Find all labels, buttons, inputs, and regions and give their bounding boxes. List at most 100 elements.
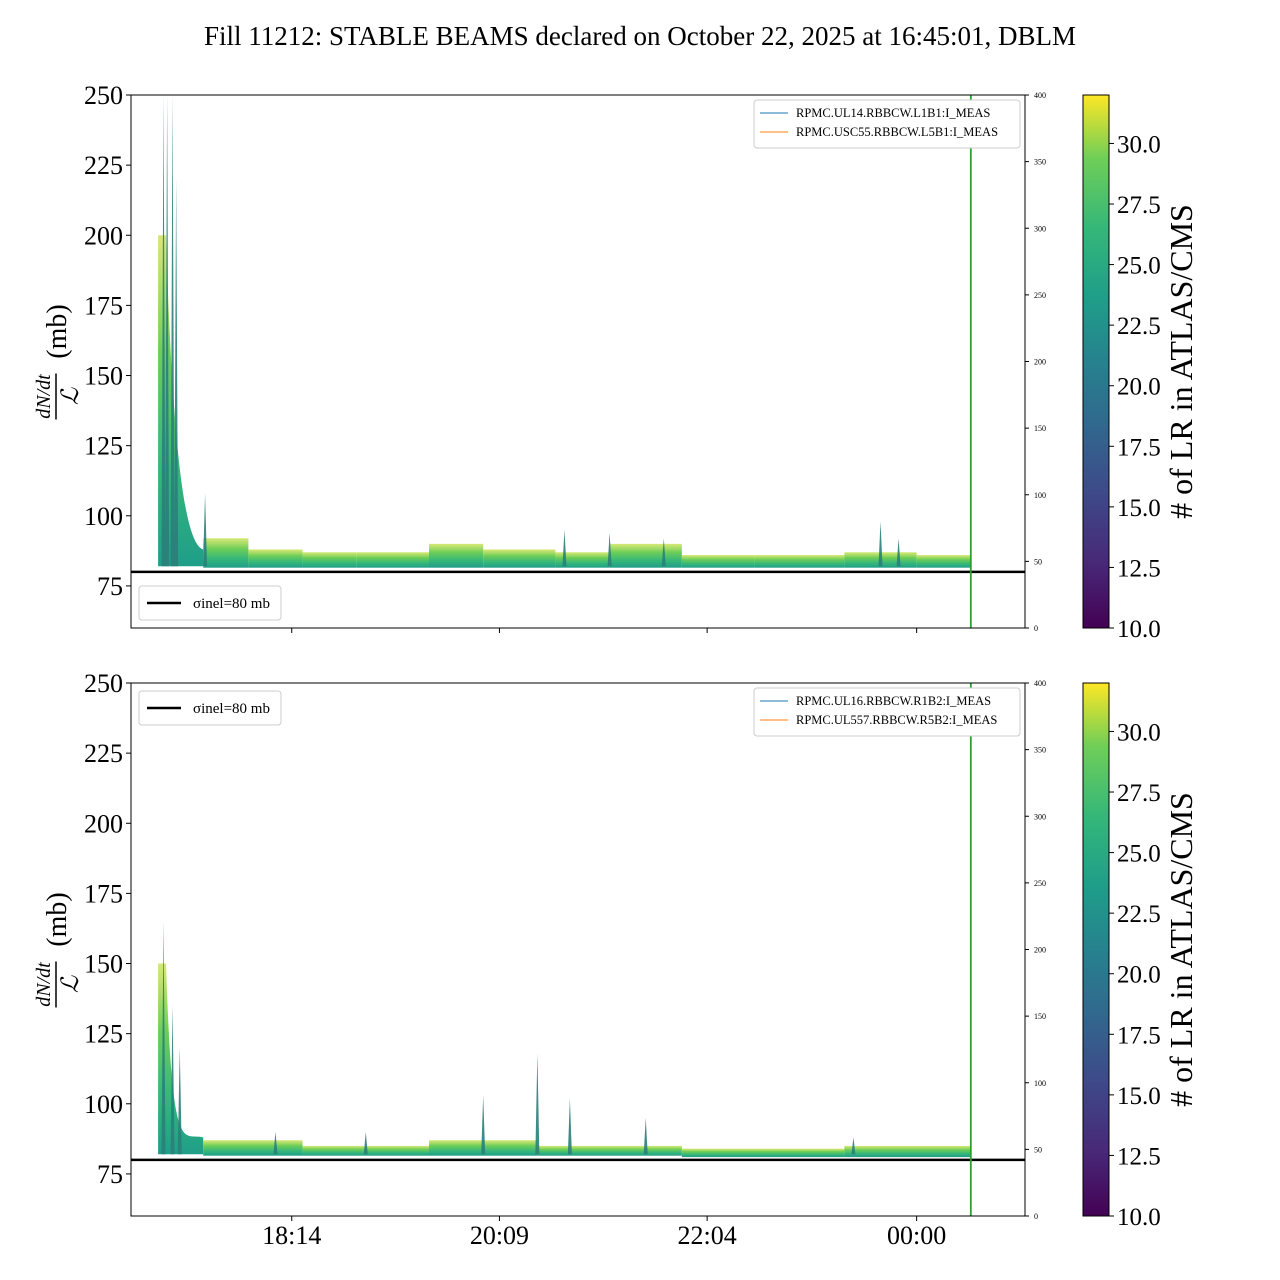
data-spike (481, 1095, 486, 1155)
x-tick-label: 20:09 (470, 1221, 529, 1250)
data-band (158, 235, 204, 567)
y2-tick-label: 100 (1034, 491, 1046, 500)
y-axis-label: dN/dt ℒ (mb) (33, 892, 84, 1008)
data-spike (203, 493, 208, 567)
y-label-numerator: dN/dt (33, 962, 55, 1007)
data-spike (170, 95, 175, 567)
data-spike (535, 1053, 540, 1155)
legend-box (138, 690, 282, 726)
y-tick-label: 125 (84, 1020, 123, 1049)
y2-tick-label: 350 (1034, 746, 1046, 755)
y-tick-label: 250 (84, 669, 123, 698)
x-tick-label: 22:04 (678, 1221, 737, 1250)
y2-tick-label: 250 (1034, 879, 1046, 888)
data-spike (562, 529, 567, 567)
data-spike (165, 95, 170, 567)
y-label-numerator: dN/dt (33, 374, 55, 419)
colorbar-tick-label: 15.0 (1117, 495, 1161, 522)
data-band (158, 963, 204, 1155)
data-spike (177, 1047, 182, 1155)
data-band (844, 1145, 971, 1158)
legend-entry: RPMC.UL16.RBBCW.R1B2:I_MEAS (796, 694, 991, 708)
y2-tick-label: 250 (1034, 291, 1046, 300)
data-spike (661, 538, 666, 567)
colorbar-gradient (1082, 682, 1110, 1217)
y2-tick-label: 0 (1034, 1212, 1038, 1221)
data-spike (363, 1131, 368, 1155)
y-tick-label: 200 (84, 221, 123, 250)
bottom-colorbar: 10.0 12.5 15.0 17.5 20.0 22.5 25.0 27.5 30.0 # of… (1082, 682, 1199, 1231)
top-panel: 75 100 125 150 175 200 225 250 0 50 100 150 200 250 30… (33, 81, 1046, 633)
y-tick-label: 75 (97, 572, 123, 601)
data-spike (607, 532, 612, 567)
y2-tick-label: 50 (1034, 1145, 1042, 1154)
y-label-unit: (mb) (42, 892, 73, 946)
y-axis-label: dN/dt ℒ (mb) (33, 304, 84, 420)
data-spike (878, 521, 883, 567)
y2-tick-label: 100 (1034, 1079, 1046, 1088)
data-band (429, 543, 484, 568)
colorbar-tick-label: 25.0 (1117, 253, 1161, 280)
colorbar-tick-label: 12.5 (1117, 1143, 1161, 1170)
sigma-legend-label: σinel=80 mb (193, 701, 270, 717)
colorbar-tick-label: 22.5 (1117, 901, 1161, 928)
y2-tick-label: 300 (1034, 224, 1046, 233)
data-band (681, 1148, 845, 1158)
y2-tick-label: 300 (1034, 812, 1046, 821)
data-band (754, 555, 845, 568)
y-label-unit: (mb) (42, 304, 73, 358)
y-label-denominator: ℒ (58, 975, 84, 993)
data-band (203, 1140, 303, 1156)
colorbar-gradient (1082, 94, 1110, 629)
colorbar-tick-label: 30.0 (1117, 719, 1161, 746)
data-band (681, 555, 755, 568)
data-band (916, 555, 971, 568)
legend-entry: RPMC.UL14.RBBCW.L1B1:I_MEAS (796, 106, 990, 120)
bottom-panel: 75 100 125 150 175 200 225 250 0 50 100 150 200 250 30… (33, 669, 1046, 1250)
colorbar-tick-label: 27.5 (1117, 780, 1161, 807)
data-band (302, 552, 357, 568)
series-legend: RPMC.UL14.RBBCW.L1B1:I_MEAS RPMC.USC55.RB… (753, 99, 1021, 149)
figure-title: Fill 11212: STABLE BEAMS declared on Oct… (204, 21, 1076, 51)
colorbar-tick-label: 15.0 (1117, 1083, 1161, 1110)
axes-frame (130, 94, 1026, 629)
data-spike (851, 1137, 856, 1155)
legend-box (753, 99, 1021, 149)
data-spike (170, 1005, 175, 1155)
colorbar-tick-label: 25.0 (1117, 841, 1161, 868)
colorbar-tick-label: 17.5 (1117, 434, 1161, 461)
data-band (203, 538, 249, 568)
data-band (483, 549, 556, 568)
y-tick-label: 150 (84, 950, 123, 979)
sigma-legend-label: σinel=80 mb (193, 596, 270, 612)
x-tick-label: 18:14 (262, 1221, 321, 1250)
y2-tick-label: 50 (1034, 557, 1042, 566)
axes-frame (130, 682, 1026, 1217)
data-spike (161, 95, 166, 567)
colorbar-tick-label: 10.0 (1117, 1204, 1161, 1231)
colorbar-tick-label: 20.0 (1117, 962, 1161, 989)
y-tick-label: 225 (84, 739, 123, 768)
y-label-denominator: ℒ (58, 387, 84, 405)
y-tick-label: 175 (84, 291, 123, 320)
y-tick-label: 225 (84, 151, 123, 180)
y2-tick-label: 400 (1034, 679, 1046, 688)
sigma-legend: σinel=80 mb (138, 690, 282, 726)
top-colorbar: 10.0 12.5 15.0 17.5 20.0 22.5 25.0 27.5 30.0 # of… (1082, 94, 1199, 643)
data-spike (896, 538, 901, 567)
data-band (555, 552, 610, 568)
y-tick-label: 75 (97, 1160, 123, 1189)
colorbar-tick-label: 10.0 (1117, 616, 1161, 643)
y2-tick-label: 150 (1034, 1012, 1046, 1021)
data-spike (161, 921, 166, 1155)
y2-tick-label: 0 (1034, 624, 1038, 633)
colorbar-label: # of LR in ATLAS/CMS (1163, 204, 1199, 519)
colorbar-tick-label: 30.0 (1117, 131, 1161, 158)
legend-entry: RPMC.USC55.RBBCW.L5B1:I_MEAS (796, 125, 998, 139)
data-spike (567, 1098, 572, 1155)
y-tick-label: 250 (84, 81, 123, 110)
y-tick-label: 125 (84, 432, 123, 461)
data-spike (174, 179, 179, 567)
series-legend: RPMC.UL16.RBBCW.R1B2:I_MEAS RPMC.UL557.RB… (753, 687, 1021, 737)
